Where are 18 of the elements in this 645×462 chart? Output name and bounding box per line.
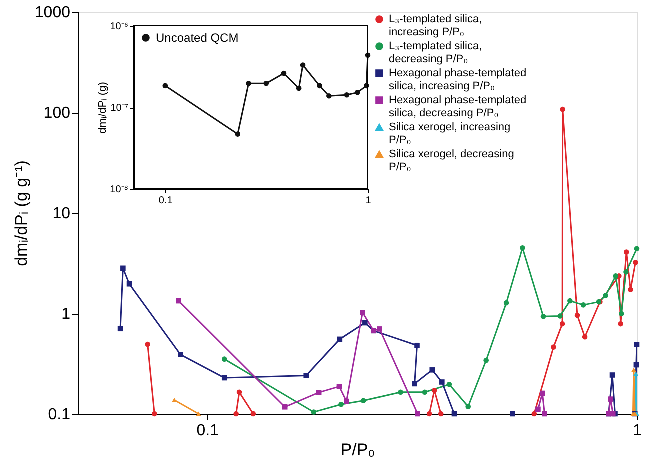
legend-label: Uncoated QCM (156, 31, 239, 45)
y-tick-label: 10 (52, 206, 71, 222)
legend-label: L₃-templated silica, decreasing P/P₀ (389, 40, 482, 66)
y-tick-label: 1 (62, 306, 71, 323)
y-tick-label: 1000 (34, 4, 71, 22)
legend-label: Silica xerogel, increasing P/P₀ (389, 122, 511, 146)
y-tick-label: 10⁻⁸ (110, 184, 128, 196)
x-axis-title: P/P₀ (340, 440, 376, 460)
legend-label: Hexagonal phase-templated silica, increasing P/P₀ (389, 68, 527, 92)
legend-label: L₃-templated silica, increasing P/P₀ (389, 14, 482, 38)
y-axis-title: dmᵢ/dPᵢ (g) (97, 82, 110, 134)
y-tick-label: 10⁻⁶ (110, 22, 128, 32)
legend-label: Hexagonal phase-templated silica, decreasing P/P₀ (389, 94, 527, 120)
y-axis-title: dmᵢ/dPᵢ (g g⁻¹) (12, 160, 31, 266)
legend-label: Silica xerogel, decreasing P/P₀ (389, 148, 514, 174)
y-tick-label: 10⁻⁷ (110, 103, 129, 114)
y-tick-label: 0.1 (48, 406, 71, 424)
y-tick-label: 100 (44, 105, 71, 122)
